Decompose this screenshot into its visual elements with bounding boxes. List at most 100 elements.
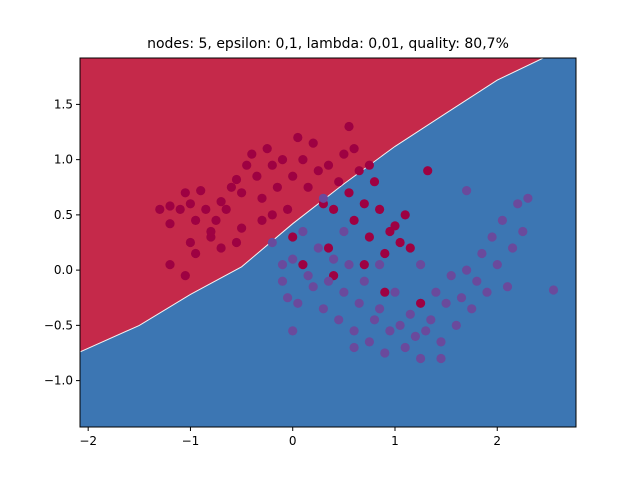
point-series-0 bbox=[359, 260, 369, 270]
point-series-0 bbox=[293, 132, 303, 143]
point-series-0 bbox=[323, 160, 334, 170]
point-series-0 bbox=[375, 204, 385, 214]
x-tick-label: 0 bbox=[289, 434, 297, 448]
point-series-0 bbox=[298, 260, 308, 270]
point-series-0 bbox=[155, 204, 165, 214]
point-series-0 bbox=[226, 182, 236, 192]
y-tick-label: 0.0 bbox=[54, 263, 73, 277]
point-series-1 bbox=[467, 304, 477, 314]
point-series-0 bbox=[380, 248, 390, 259]
point-series-1 bbox=[436, 353, 446, 364]
point-series-1 bbox=[446, 271, 456, 281]
point-series-1 bbox=[283, 293, 293, 303]
point-series-1 bbox=[497, 215, 507, 225]
point-series-1 bbox=[441, 298, 451, 308]
chart-title: nodes: 5, epsilon: 0,1, lambda: 0,01, qu… bbox=[147, 36, 509, 52]
point-series-1 bbox=[472, 276, 482, 286]
point-series-0 bbox=[237, 223, 247, 233]
point-series-0 bbox=[252, 171, 262, 181]
point-series-1 bbox=[380, 348, 390, 358]
point-series-1 bbox=[313, 243, 323, 253]
point-series-1 bbox=[410, 331, 420, 341]
point-series-1 bbox=[369, 315, 380, 325]
point-series-1 bbox=[349, 342, 359, 353]
x-tick-label: 2 bbox=[493, 434, 501, 448]
point-series-1 bbox=[477, 248, 487, 259]
point-series-0 bbox=[206, 226, 216, 237]
point-series-0 bbox=[247, 149, 257, 159]
point-series-0 bbox=[262, 144, 272, 154]
point-series-1 bbox=[462, 265, 472, 275]
point-series-1 bbox=[482, 287, 492, 297]
y-tick-label: 1.5 bbox=[54, 97, 73, 111]
point-series-1 bbox=[277, 276, 288, 286]
point-series-0 bbox=[405, 243, 415, 253]
point-series-0 bbox=[334, 177, 344, 187]
point-series-1 bbox=[436, 337, 446, 347]
point-series-1 bbox=[375, 304, 385, 314]
x-tick-label: −2 bbox=[79, 434, 97, 448]
point-series-1 bbox=[462, 186, 472, 196]
point-series-1 bbox=[303, 271, 313, 281]
point-series-1 bbox=[267, 237, 277, 248]
point-series-0 bbox=[242, 160, 252, 170]
point-series-1 bbox=[431, 287, 441, 297]
point-series-1 bbox=[385, 326, 395, 336]
region-upper bbox=[80, 58, 576, 352]
point-series-1 bbox=[349, 326, 359, 336]
point-series-1 bbox=[421, 326, 431, 336]
point-series-0 bbox=[349, 215, 359, 225]
point-series-0 bbox=[257, 193, 267, 203]
point-series-0 bbox=[283, 204, 293, 214]
point-series-0 bbox=[390, 221, 400, 231]
point-series-0 bbox=[231, 237, 242, 248]
point-series-0 bbox=[211, 215, 221, 225]
point-series-0 bbox=[303, 182, 313, 192]
point-series-1 bbox=[318, 304, 328, 314]
point-series-0 bbox=[267, 160, 277, 170]
point-series-1 bbox=[354, 298, 364, 308]
point-series-1 bbox=[318, 193, 328, 203]
point-series-1 bbox=[288, 326, 298, 336]
point-series-1 bbox=[395, 320, 405, 330]
point-series-1 bbox=[375, 260, 385, 270]
point-series-0 bbox=[369, 177, 380, 187]
point-series-0 bbox=[165, 260, 175, 270]
point-series-1 bbox=[298, 226, 308, 237]
plot-frame bbox=[79, 57, 577, 428]
x-axis: −2 −1 0 1 2 bbox=[79, 427, 501, 448]
point-series-1 bbox=[288, 254, 298, 264]
point-series-0 bbox=[196, 186, 206, 196]
data-points bbox=[155, 121, 559, 364]
point-series-1 bbox=[502, 282, 513, 292]
point-series-1 bbox=[344, 260, 354, 270]
point-series-1 bbox=[518, 226, 528, 237]
point-series-0 bbox=[395, 237, 405, 248]
point-series-0 bbox=[349, 144, 359, 154]
point-series-1 bbox=[339, 226, 349, 237]
y-tick-label: −1.0 bbox=[44, 374, 73, 388]
point-series-0 bbox=[180, 271, 190, 281]
point-series-1 bbox=[293, 298, 303, 308]
point-series-0 bbox=[165, 201, 175, 211]
point-series-1 bbox=[416, 353, 426, 364]
point-series-1 bbox=[334, 315, 344, 325]
point-series-0 bbox=[185, 237, 195, 248]
y-axis: −1.0 −0.5 0.0 0.5 1.0 1.5 bbox=[44, 97, 80, 388]
point-series-1 bbox=[456, 293, 467, 303]
point-series-0 bbox=[423, 166, 433, 176]
decision-regions bbox=[80, 58, 576, 427]
x-tick-label: 1 bbox=[391, 434, 399, 448]
point-series-1 bbox=[523, 193, 533, 203]
point-series-1 bbox=[400, 342, 410, 353]
point-series-1 bbox=[513, 199, 523, 209]
y-tick-label: 1.0 bbox=[54, 153, 73, 167]
point-series-1 bbox=[426, 315, 436, 325]
point-series-0 bbox=[231, 174, 242, 185]
point-series-0 bbox=[257, 215, 267, 225]
point-series-1 bbox=[308, 282, 318, 292]
point-series-1 bbox=[451, 320, 461, 330]
point-series-1 bbox=[329, 254, 339, 264]
point-series-0 bbox=[400, 210, 410, 220]
point-series-1 bbox=[405, 309, 415, 319]
